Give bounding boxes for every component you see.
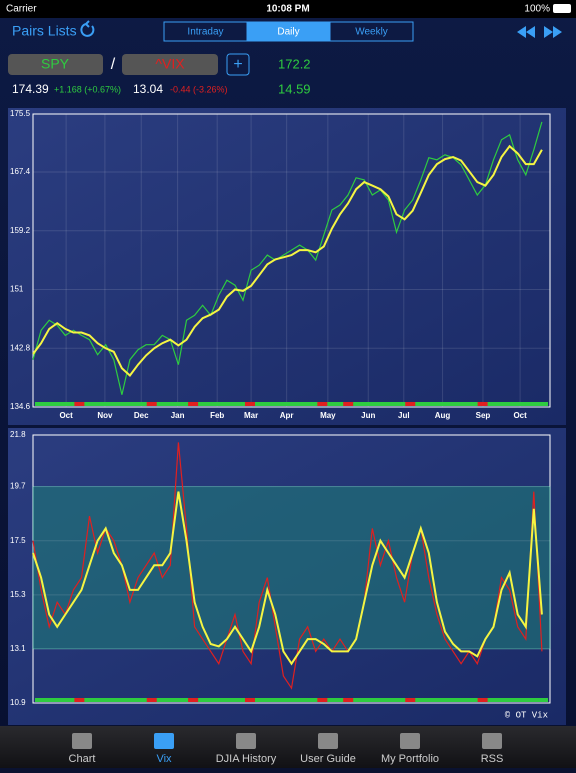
change-b: -0.44 (-3.26%)	[170, 84, 228, 94]
y-tick-label: 10.9	[10, 698, 26, 707]
step-icons[interactable]	[517, 26, 562, 38]
y-tick-label: 159.2	[10, 226, 31, 235]
signal-red	[188, 698, 199, 702]
tab-icon[interactable]	[400, 733, 420, 749]
signal-red	[74, 402, 85, 406]
battery-icon	[553, 4, 571, 13]
tab-label[interactable]: Intraday	[187, 27, 223, 38]
y-tick-label: 175.5	[10, 109, 31, 118]
signal-red	[477, 402, 488, 406]
tab-icon[interactable]	[154, 733, 174, 749]
plot-area	[32, 113, 551, 408]
symbol-b[interactable]: ^VIX	[155, 56, 185, 72]
signal-red	[244, 698, 255, 702]
tab-item[interactable]: RSS	[481, 753, 504, 765]
x-tick-label: Jul	[398, 411, 410, 420]
tab-item[interactable]: DJIA History	[216, 753, 277, 765]
series-line	[32, 144, 543, 377]
signal-strip	[35, 402, 548, 406]
y-tick-label: 134.6	[10, 402, 31, 411]
tab-icon[interactable]	[318, 733, 338, 749]
ratio: 172.2	[278, 56, 311, 71]
nav-title[interactable]: Pairs Lists	[12, 23, 77, 39]
tab-item[interactable]: Vix	[156, 753, 172, 765]
x-tick-label: May	[320, 411, 336, 420]
symbol-a[interactable]: SPY	[41, 56, 70, 72]
y-tick-label: 19.7	[10, 482, 26, 491]
tab[interactable]	[329, 21, 414, 42]
signal-red	[405, 698, 416, 702]
tab-label[interactable]: Daily	[277, 27, 299, 38]
tab-icon[interactable]	[482, 733, 502, 749]
ratio-avg: 14.59	[278, 81, 311, 96]
tab-label[interactable]: Weekly	[355, 27, 388, 38]
signal-red	[343, 402, 354, 406]
signal-red	[477, 698, 488, 702]
time: 10:08 PM	[266, 4, 309, 15]
tab-item[interactable]: User Guide	[300, 753, 356, 765]
y-tick-label: 167.4	[10, 167, 31, 176]
x-tick-label: Apr	[280, 411, 294, 420]
signal-red	[146, 402, 157, 406]
signal-red	[146, 698, 157, 702]
x-tick-label: Feb	[210, 411, 224, 420]
signal-red	[188, 402, 199, 406]
x-tick-label: Oct	[513, 411, 527, 420]
y-tick-label: 15.3	[10, 590, 26, 599]
add-box[interactable]	[226, 53, 250, 76]
separator: /	[111, 56, 116, 73]
range-band	[32, 486, 551, 650]
carrier: Carrier	[6, 4, 37, 15]
series-line	[32, 121, 543, 395]
symbol-a-box[interactable]	[8, 54, 103, 75]
y-tick-label: 142.8	[10, 343, 31, 352]
x-tick-label: Dec	[134, 411, 149, 420]
tab-item[interactable]: Chart	[69, 753, 96, 765]
x-tick-label: Jun	[361, 411, 375, 420]
x-tick-label: Aug	[435, 411, 451, 420]
change-a: +1.168 (+0.67%)	[54, 84, 121, 94]
signal-red	[317, 698, 328, 702]
price-a: 174.39	[12, 82, 49, 96]
series-line	[32, 442, 543, 690]
symbol-b-box[interactable]	[122, 54, 218, 75]
signal-red	[405, 402, 416, 406]
signal-red	[244, 402, 255, 406]
y-tick-label: 13.1	[10, 644, 26, 653]
status-bar	[0, 0, 576, 18]
x-tick-label: Nov	[97, 411, 113, 420]
x-tick-label: Mar	[244, 411, 258, 420]
tab-item[interactable]: My Portfolio	[381, 753, 439, 765]
tab-bar	[0, 726, 576, 768]
y-tick-label: 21.8	[10, 430, 26, 439]
signal-red	[317, 402, 328, 406]
signal-strip	[35, 698, 548, 702]
y-tick-label: 151	[10, 285, 24, 294]
y-tick-label: 17.5	[10, 536, 26, 545]
signal-red	[74, 698, 85, 702]
watermark: © OT Vix	[505, 710, 548, 720]
refresh-icon[interactable]	[80, 20, 95, 37]
add-button[interactable]: +	[233, 56, 242, 73]
price-b: 13.04	[133, 82, 163, 96]
x-tick-label: Oct	[59, 411, 73, 420]
signal-red	[343, 698, 354, 702]
x-tick-label: Jan	[171, 411, 185, 420]
x-tick-label: Sep	[476, 411, 491, 420]
battery: 100%	[524, 4, 550, 15]
panel-spy	[8, 108, 566, 425]
tab-icon[interactable]	[236, 733, 256, 749]
tab-icon[interactable]	[72, 733, 92, 749]
series-line	[32, 491, 543, 666]
